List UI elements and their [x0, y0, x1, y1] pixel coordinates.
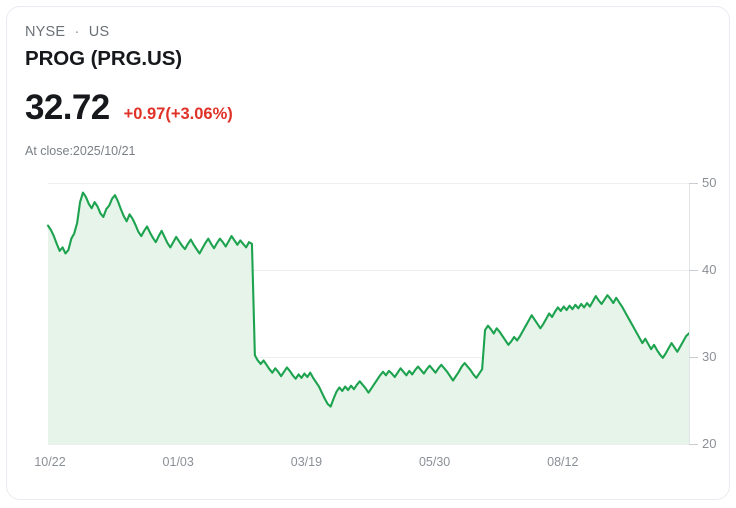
- exchange-region-line: NYSE · US: [25, 23, 645, 41]
- price-row: 32.72 +0.97(+3.06%): [25, 88, 645, 128]
- y-tick-label: 50: [702, 175, 716, 190]
- chart-x-tick-labels: 10/22 01/03 03/19 05/30 08/12: [34, 455, 578, 469]
- chart-area-fill: [48, 192, 689, 444]
- price-change: +0.97(+3.06%): [123, 105, 233, 123]
- x-tick-label: 03/19: [291, 455, 322, 469]
- x-tick-label: 01/03: [163, 455, 194, 469]
- y-tick-label: 40: [702, 262, 716, 277]
- chart-y-tick-labels: 50 40 30 20: [702, 175, 716, 451]
- close-timestamp: At close:2025/10/21: [25, 144, 136, 158]
- price-chart-svg[interactable]: 50 40 30 20 10/22 01/03 03/19 05/30 08/12: [7, 167, 736, 477]
- x-tick-label: 08/12: [547, 455, 578, 469]
- y-tick-label: 20: [702, 436, 716, 451]
- exchange-name: NYSE: [25, 24, 66, 40]
- price-value: 32.72: [25, 88, 110, 127]
- chart-price-line: [46, 191, 691, 408]
- y-tick-label: 30: [702, 349, 716, 364]
- x-tick-label: 10/22: [34, 455, 65, 469]
- price-chart[interactable]: 50 40 30 20 10/22 01/03 03/19 05/30 08/12: [7, 167, 736, 477]
- quote-header: NYSE · US PROG (PRG.US) 32.72 +0.97(+3.0…: [25, 23, 645, 159]
- exchange-separator: ·: [74, 24, 80, 40]
- chart-axis: [689, 183, 698, 445]
- quote-card: NYSE · US PROG (PRG.US) 32.72 +0.97(+3.0…: [6, 6, 730, 500]
- x-tick-label: 05/30: [419, 455, 450, 469]
- page-title: PROG (PRG.US): [25, 47, 183, 70]
- region-name: US: [88, 24, 110, 40]
